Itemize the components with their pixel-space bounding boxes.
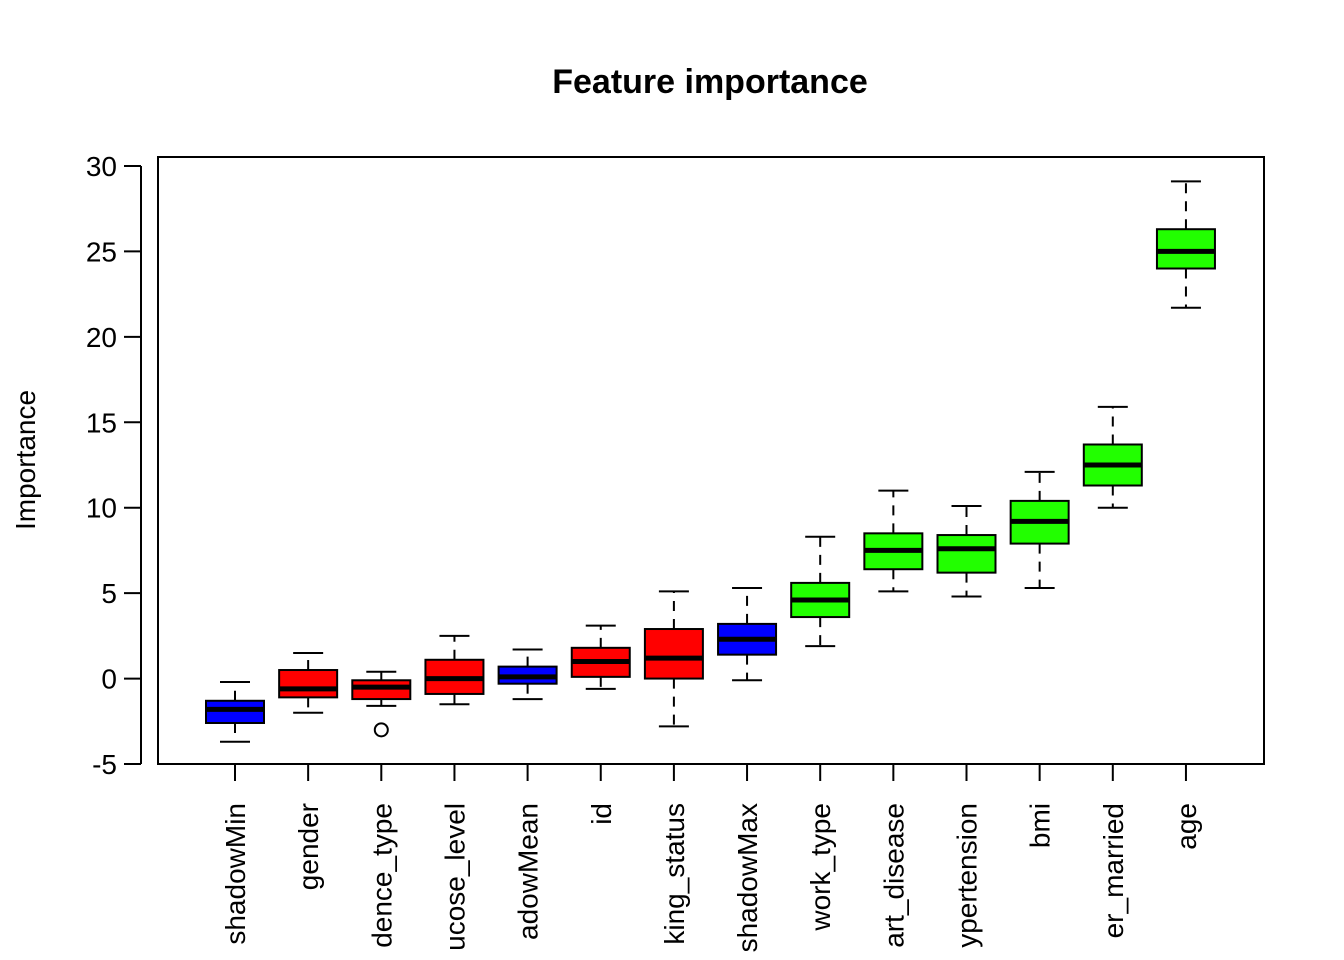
x-tick-label: shadowMin (220, 803, 251, 945)
x-tick-label: king_status (659, 803, 690, 945)
box-age (1155, 180, 1216, 309)
x-tick-label: er_married (1098, 803, 1129, 938)
box-ypertension (936, 505, 997, 598)
x-tick-label: id (586, 803, 617, 825)
outlier-point (373, 722, 389, 738)
x-tick-label: shadowMax (732, 803, 763, 952)
box-gender (278, 651, 339, 714)
box-bmi (1009, 470, 1070, 590)
interquartile-box (936, 534, 997, 574)
y-tick-label: 10 (86, 493, 117, 524)
box-shadowMin (205, 680, 265, 743)
box-art_disease (863, 489, 924, 593)
y-tick-label: 5 (101, 578, 117, 609)
box-adowMean (497, 648, 558, 701)
y-tick-label: 15 (86, 407, 117, 438)
y-tick-label: 0 (101, 664, 117, 695)
interquartile-box (278, 669, 339, 699)
x-tick-label: ypertension (952, 803, 983, 948)
y-tick-label: 25 (86, 236, 117, 267)
y-axis-ticks: -5 0 5 10 15 20 25 30 (86, 151, 141, 780)
box-series (205, 180, 1216, 743)
box-ucose_level (424, 634, 485, 706)
x-tick-label: adowMean (513, 803, 544, 940)
x-tick-label: gender (293, 803, 324, 890)
x-tick-label: work_type (805, 803, 836, 932)
box-king_status (643, 590, 704, 728)
y-tick-label: 30 (86, 151, 117, 182)
y-tick-label: 20 (86, 322, 117, 353)
box-er_married (1082, 405, 1143, 509)
x-tick-label: bmi (1025, 803, 1056, 848)
box-work_type (790, 535, 851, 648)
x-tick-label: art_disease (878, 803, 909, 948)
y-axis-label: Importance (10, 390, 41, 530)
interquartile-box (1155, 228, 1216, 270)
interquartile-box (351, 679, 412, 701)
interquartile-box (643, 628, 704, 680)
x-tick-label: ucose_level (439, 803, 470, 951)
x-tick-label: dence_type (366, 803, 397, 948)
interquartile-box (205, 699, 265, 724)
y-tick-label: -5 (92, 749, 117, 780)
box-id (570, 624, 631, 690)
x-axis-ticks: shadowMin gender dence_type ucose_level adow… (220, 764, 1202, 952)
x-tick-label: age (1171, 803, 1202, 850)
box-shadowMax (717, 587, 778, 682)
chart-title: Feature importance (552, 63, 868, 101)
box-dence_type (351, 670, 412, 738)
